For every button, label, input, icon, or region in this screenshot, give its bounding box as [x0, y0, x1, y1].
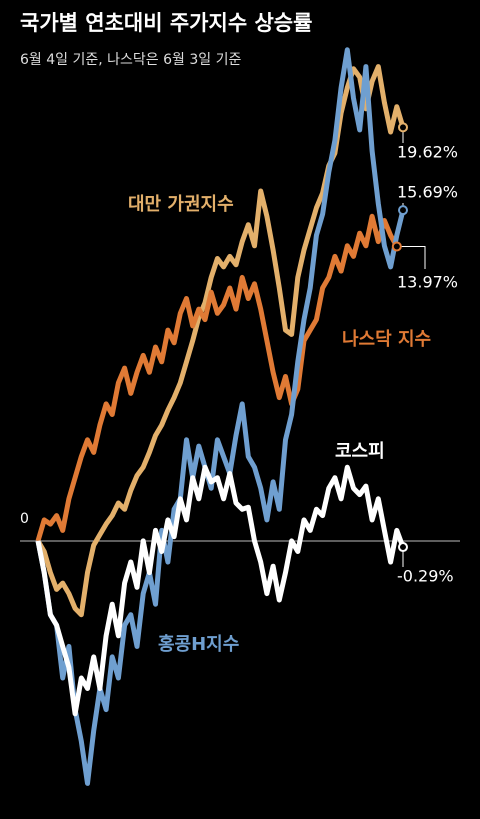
end-label: 19.62%: [397, 143, 458, 162]
end-marker: [398, 122, 408, 133]
end-marker: [398, 205, 408, 216]
chart-subtitle: 6월 4일 기준, 나스닥은 6월 3일 기준: [20, 52, 241, 68]
end-label: 15.69%: [397, 183, 458, 202]
end-label: 13.97%: [397, 273, 458, 292]
end-label: -0.29%: [397, 567, 454, 586]
line: [35, 213, 399, 542]
y-tick-label: 0: [20, 511, 29, 527]
end-marker: [391, 241, 402, 252]
series-label: 홍콩H지수: [158, 633, 239, 655]
line: [35, 64, 406, 618]
line: [35, 47, 406, 786]
series-label: 코스피: [335, 441, 385, 462]
series-label: 나스닥 지수: [342, 329, 431, 350]
leader-line: [396, 245, 426, 269]
end-marker: [398, 542, 408, 553]
line: [35, 464, 406, 717]
chart-title: 국가별 연초대비 주가지수 상승률: [20, 11, 312, 35]
series-label: 대만 가권지수: [128, 194, 234, 215]
